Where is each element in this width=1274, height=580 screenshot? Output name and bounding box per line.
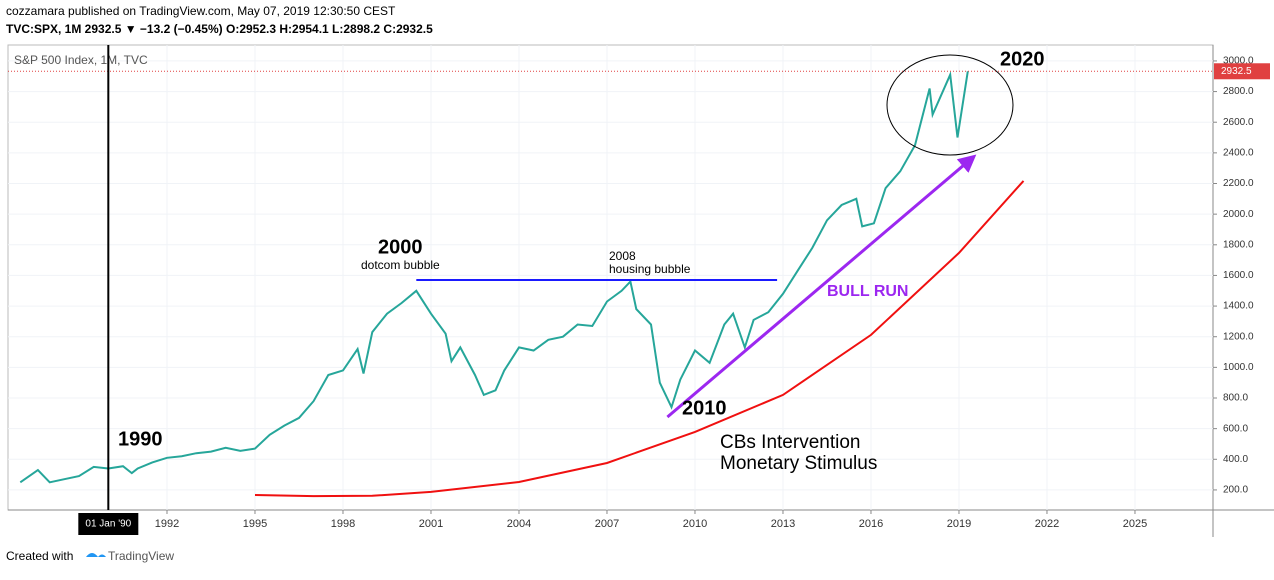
crosshair-label: 01 Jan '90 <box>85 519 131 530</box>
crosshair-tag <box>78 513 139 535</box>
annotation: CBs Intervention <box>720 432 860 453</box>
y-tick-label: 3000.0 <box>1223 56 1254 67</box>
annotation: 1990 <box>118 428 163 450</box>
y-tick-label: 200.0 <box>1223 485 1248 496</box>
y-tick-label: 1600.0 <box>1223 270 1254 281</box>
annotation: dotcom bubble <box>361 258 440 272</box>
x-tick-label: 2025 <box>1123 518 1147 530</box>
drawing-line <box>254 180 1025 498</box>
logo <box>86 553 106 557</box>
y-tick-label: 2800.0 <box>1223 86 1254 97</box>
annotation: 2020 <box>1000 48 1045 70</box>
x-tick-label: 2010 <box>683 518 707 530</box>
quote: TVC:SPX, 1M 2932.5 ▼ −13.2 (−0.45%) O:29… <box>6 22 433 36</box>
footer-brand[interactable]: TradingView <box>108 549 174 563</box>
y-tick-label: 800.0 <box>1223 393 1248 404</box>
price-line <box>19 70 969 484</box>
y-tick-label: 2000.0 <box>1223 209 1254 220</box>
x-tick-label: 1995 <box>243 518 267 530</box>
x-tick-label: 1998 <box>331 518 355 530</box>
footer-text: Created with <box>6 549 73 563</box>
x-tick-label: 2013 <box>771 518 795 530</box>
y-tick-label: 1200.0 <box>1223 331 1254 342</box>
legend-title: S&P 500 Index, 1M, TVC <box>14 53 148 67</box>
annotation: housing bubble <box>609 262 691 276</box>
annotation: 2010 <box>682 397 727 419</box>
annotation: 2000 <box>378 236 423 258</box>
last-price-tag <box>1214 63 1270 80</box>
publisher: cozzamara published on TradingView.com, … <box>6 4 396 18</box>
x-tick-label: 1992 <box>155 518 179 530</box>
last-price-label: 2932.5 <box>1221 66 1252 77</box>
drawing-line <box>666 154 977 419</box>
circle-annotation <box>886 54 1014 156</box>
y-tick-label: 1000.0 <box>1223 362 1254 373</box>
x-tick-label: 2019 <box>947 518 971 530</box>
annotation: Monetary Stimulus <box>720 453 877 474</box>
y-tick-label: 2400.0 <box>1223 148 1254 159</box>
annotation: BULL RUN <box>827 283 908 300</box>
x-tick-label: 2016 <box>859 518 883 530</box>
annotation: 2008 <box>609 249 636 263</box>
plot-frame <box>7 44 1214 511</box>
y-tick-label: 600.0 <box>1223 423 1248 434</box>
x-tick-label: 2022 <box>1035 518 1059 530</box>
y-tick-label: 1800.0 <box>1223 239 1254 250</box>
x-tick-label: 2001 <box>419 518 443 530</box>
y-tick-label: 2600.0 <box>1223 117 1254 128</box>
y-tick-label: 1400.0 <box>1223 301 1254 312</box>
y-tick-label: 400.0 <box>1223 454 1248 465</box>
y-tick-label: 2200.0 <box>1223 178 1254 189</box>
x-tick-label: 2007 <box>595 518 619 530</box>
x-tick-label: 2004 <box>507 518 531 530</box>
